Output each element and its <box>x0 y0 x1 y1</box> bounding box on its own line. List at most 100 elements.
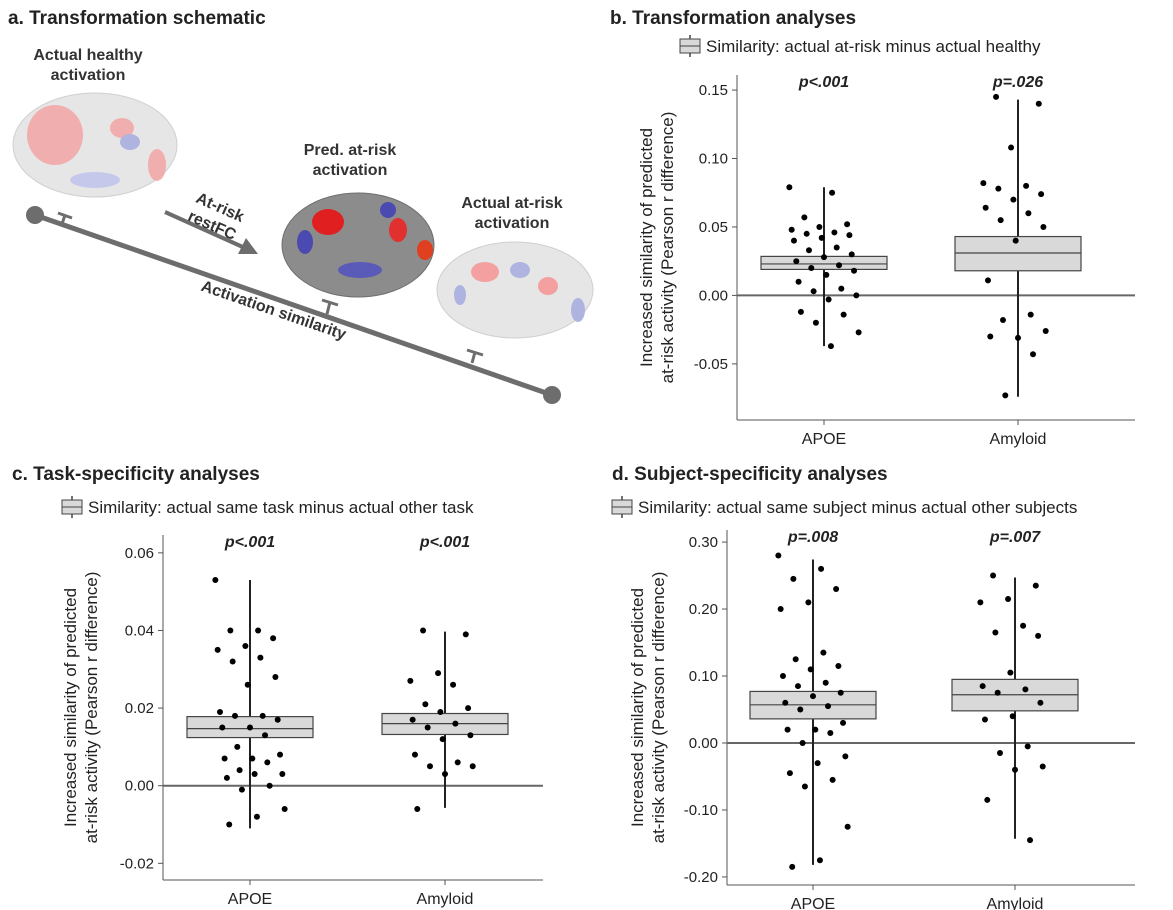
point <box>977 599 984 606</box>
legend-label: Similarity: actual same subject minus ac… <box>638 498 1077 517</box>
point <box>797 308 804 315</box>
blob <box>571 298 585 322</box>
annotation: p=.026 <box>992 74 1043 91</box>
point <box>259 712 266 719</box>
point <box>1007 669 1014 676</box>
point <box>825 703 832 710</box>
marker <box>57 211 73 225</box>
blob <box>380 202 396 218</box>
blob <box>510 262 530 278</box>
x-tick-label: APOE <box>802 431 846 448</box>
point <box>844 221 851 228</box>
point <box>1012 766 1018 773</box>
point <box>236 767 243 774</box>
annotation: p=.007 <box>989 529 1041 546</box>
point <box>1024 743 1031 750</box>
point <box>231 712 238 719</box>
annotation: p<.001 <box>224 534 275 551</box>
point <box>831 229 838 236</box>
annotation: p=.008 <box>787 529 838 546</box>
point <box>853 292 860 299</box>
blob <box>417 240 433 260</box>
point <box>984 277 991 284</box>
chart: b. Transformation analyses Similarity: ac… <box>610 8 1135 448</box>
point <box>1010 196 1017 203</box>
point <box>251 771 258 778</box>
point <box>789 863 796 870</box>
point <box>833 585 840 592</box>
point <box>462 631 469 638</box>
point <box>424 724 431 731</box>
point <box>820 649 827 656</box>
point <box>1038 191 1045 198</box>
point <box>1012 237 1019 244</box>
point <box>223 774 230 781</box>
point <box>823 271 830 278</box>
y-tick-label: 0.05 <box>699 219 728 236</box>
y-axis-label: at-risk activity (Pearson r difference) <box>658 112 677 384</box>
point <box>777 606 784 613</box>
point <box>786 770 793 777</box>
blob <box>70 172 120 188</box>
point <box>227 627 234 634</box>
y-tick-label: 0.04 <box>125 622 154 639</box>
point <box>279 771 286 778</box>
point <box>812 726 819 733</box>
point <box>807 666 814 673</box>
y-axis-label: Increased similarity of predicted <box>637 128 656 367</box>
blob <box>454 285 466 305</box>
point <box>255 627 262 634</box>
blob <box>538 277 558 295</box>
point <box>818 565 825 572</box>
point <box>277 751 284 758</box>
point <box>805 599 812 606</box>
y-tick-label: 0.00 <box>699 287 728 304</box>
brain-label: Actual at-risk <box>461 195 562 212</box>
point <box>262 732 269 739</box>
point <box>821 254 827 261</box>
point <box>812 319 819 326</box>
point <box>407 677 414 684</box>
blob <box>297 230 313 254</box>
point <box>426 763 433 770</box>
point <box>1035 632 1042 639</box>
point <box>1039 763 1046 770</box>
point <box>1027 837 1034 844</box>
point <box>212 577 219 584</box>
x-tick-label: Amyloid <box>987 896 1044 910</box>
point <box>984 796 991 803</box>
y-axis-label: Increased similarity of predicted <box>61 588 80 827</box>
arrow <box>164 210 246 250</box>
point <box>792 656 799 663</box>
point <box>790 237 797 244</box>
point <box>242 642 249 649</box>
point <box>219 724 226 731</box>
point <box>1008 144 1015 151</box>
annotation: p<.001 <box>798 74 849 91</box>
chart-title: b. Transformation analyses <box>610 8 856 29</box>
point <box>257 654 264 661</box>
schematic: a. Transformation schematic Actual healt… <box>8 8 594 404</box>
point <box>249 755 256 762</box>
brain-label: Actual healthy <box>33 47 142 64</box>
panel-title: a. Transformation schematic <box>8 8 266 29</box>
point <box>411 751 418 758</box>
marker <box>466 348 484 364</box>
y-tick-label: -0.20 <box>684 869 718 886</box>
point <box>281 805 288 812</box>
point <box>1002 392 1009 399</box>
point <box>801 783 808 790</box>
chart-title: c. Task-specificity analyses <box>12 464 260 485</box>
point <box>1027 311 1034 318</box>
point <box>980 180 987 187</box>
y-tick-label: 0.30 <box>689 534 718 551</box>
point <box>840 719 847 726</box>
point <box>844 823 851 830</box>
point <box>786 184 793 191</box>
point <box>810 288 817 295</box>
chart: d. Subject-specificity analyses Similarit… <box>611 464 1135 910</box>
point <box>274 716 281 723</box>
point <box>838 285 845 292</box>
point <box>1032 582 1039 589</box>
